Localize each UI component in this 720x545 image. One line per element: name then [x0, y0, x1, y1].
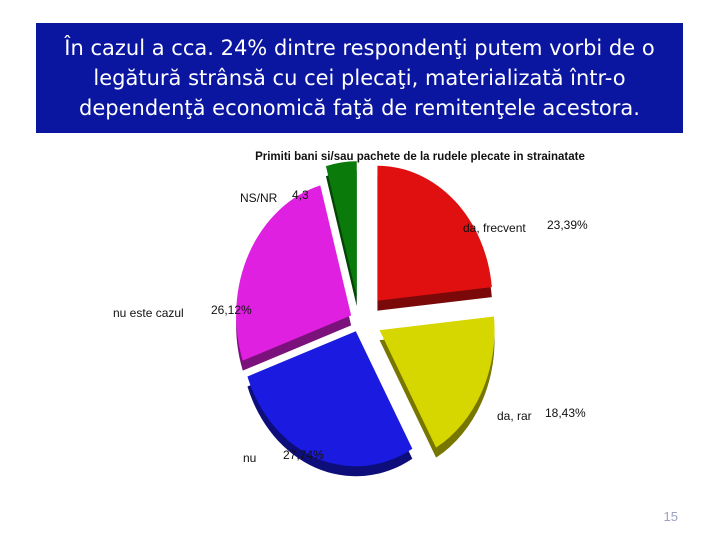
pie-slice [379, 316, 495, 448]
slice-value-label: 18,43% [545, 406, 586, 420]
page-number: 15 [663, 509, 678, 524]
slide-title: În cazul a cca. 24% dintre respondenţi p… [64, 36, 655, 120]
slice-label: NS/NR [240, 191, 278, 205]
slice-label: da, frecvent [463, 221, 526, 235]
pie-slice [325, 161, 357, 297]
slice-value-label: 4,3 [292, 188, 309, 202]
chart-title: Primiti bani si/sau pachete de la rudele… [255, 151, 585, 163]
slide-title-box: În cazul a cca. 24% dintre respondenţi p… [36, 23, 683, 133]
slice-label: da, rar [497, 409, 532, 423]
slice-label: nu este cazul [113, 306, 184, 320]
pie-slices [236, 161, 495, 477]
pie-slice [377, 165, 492, 301]
slice-value-label: 23,39% [547, 218, 588, 232]
pie-slice [247, 331, 413, 467]
slice-value-label: 26,12% [211, 303, 252, 317]
slice-value-label: 27,74% [283, 448, 324, 462]
pie-slice [236, 185, 352, 361]
pie-labels: da, frecvent 23,39% da, rar 18,43% nu 27,74% n… [113, 188, 588, 465]
slice-label: nu [243, 451, 256, 465]
